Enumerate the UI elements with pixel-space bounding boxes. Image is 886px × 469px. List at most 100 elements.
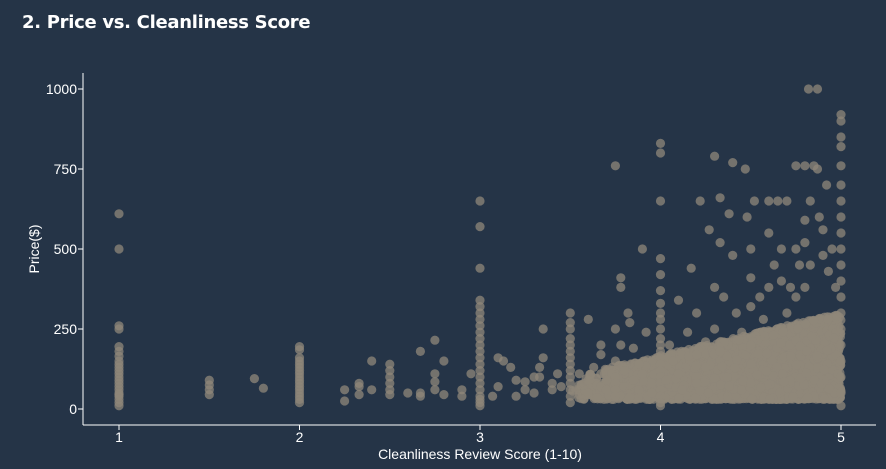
data-point <box>610 324 621 334</box>
data-point <box>836 308 846 318</box>
data-point <box>430 335 440 345</box>
data-point <box>715 238 725 248</box>
data-point <box>535 362 545 372</box>
data-point <box>709 373 720 383</box>
data-point <box>699 377 710 387</box>
data-point <box>340 396 350 406</box>
data-point <box>809 375 820 385</box>
data-point <box>673 369 684 379</box>
data-point <box>775 387 785 398</box>
data-point <box>511 375 521 385</box>
data-point <box>596 369 606 379</box>
data-point <box>836 372 846 382</box>
data-point <box>565 346 575 356</box>
data-point <box>836 228 846 238</box>
data-point <box>791 244 801 254</box>
data-point <box>430 377 440 387</box>
data-point <box>655 346 666 356</box>
data-point <box>769 260 779 270</box>
y-axis-label: Price($) <box>26 224 42 273</box>
data-point <box>836 356 846 366</box>
data-point <box>836 212 846 222</box>
data-point <box>535 372 545 382</box>
data-point <box>809 315 819 325</box>
data-point <box>114 209 124 219</box>
data-point <box>782 308 792 318</box>
data-point <box>732 355 742 365</box>
data-point <box>805 196 815 206</box>
data-point <box>715 346 725 356</box>
data-point <box>731 308 741 318</box>
data-point <box>764 282 774 292</box>
data-point <box>556 382 566 392</box>
data-point <box>814 212 824 222</box>
data-point <box>475 196 485 206</box>
data-point <box>722 372 732 382</box>
data-point <box>475 321 485 331</box>
y-tick-label: 500 <box>54 241 78 257</box>
data-point <box>701 337 711 347</box>
data-point <box>746 273 756 283</box>
x-tick-label: 3 <box>476 429 484 445</box>
data-point <box>596 340 606 350</box>
data-point <box>758 314 769 324</box>
data-point <box>812 351 822 361</box>
data-point <box>673 295 684 305</box>
data-point <box>655 340 666 350</box>
data-point <box>258 383 268 393</box>
data-point <box>746 378 756 388</box>
data-point <box>737 327 747 337</box>
x-axis-label: Cleanliness Review Score (1-10) <box>378 446 582 462</box>
data-point <box>782 196 792 206</box>
data-point <box>691 372 702 382</box>
data-point <box>836 161 846 171</box>
data-point <box>779 377 789 387</box>
data-point <box>812 84 823 94</box>
data-point <box>836 276 846 286</box>
data-point <box>114 401 124 411</box>
data-point <box>475 327 485 337</box>
x-ticks: 1 2 3 4 5 <box>115 425 845 445</box>
data-point <box>803 393 813 403</box>
data-point <box>746 359 756 369</box>
data-point <box>616 340 626 350</box>
data-point <box>628 375 639 385</box>
data-point <box>506 362 516 372</box>
data-point <box>529 388 539 398</box>
data-point <box>819 365 829 375</box>
data-point <box>800 238 810 248</box>
x-tick-label: 2 <box>296 429 304 445</box>
data-point <box>692 308 702 318</box>
data-point <box>800 215 810 225</box>
y-tick-label: 750 <box>54 161 78 177</box>
data-point <box>793 323 803 334</box>
data-point <box>601 385 612 395</box>
data-point <box>836 388 846 398</box>
data-point <box>822 345 832 355</box>
data-point <box>475 353 485 363</box>
data-point <box>538 324 548 334</box>
data-point <box>805 260 815 270</box>
data-point <box>624 393 635 403</box>
data-point <box>114 244 124 254</box>
data-point <box>655 324 666 334</box>
data-point <box>776 338 786 348</box>
data-point <box>761 366 772 376</box>
data-point <box>475 334 485 344</box>
data-point <box>475 378 485 388</box>
data-point <box>616 273 626 283</box>
data-point <box>677 385 687 395</box>
data-point <box>803 84 814 94</box>
data-point <box>818 225 828 235</box>
data-point <box>354 390 364 400</box>
data-point <box>716 380 726 390</box>
data-point <box>776 244 787 254</box>
data-point <box>610 385 621 395</box>
data-point <box>710 282 720 292</box>
data-point <box>775 394 785 404</box>
data-point <box>819 394 830 404</box>
data-point <box>294 345 305 355</box>
data-point <box>762 349 772 359</box>
data-point <box>791 360 802 370</box>
data-point <box>767 355 777 365</box>
